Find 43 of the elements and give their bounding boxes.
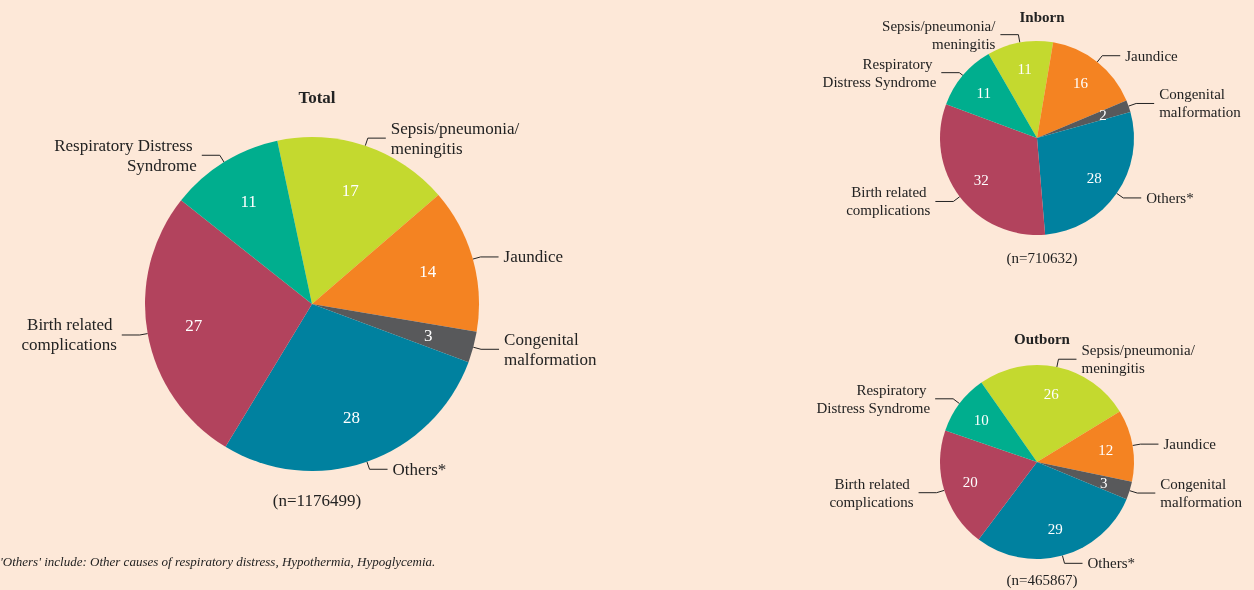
slice-label: Others* — [1146, 189, 1194, 206]
data-label: 17 — [341, 180, 360, 200]
data-label: 3 — [423, 325, 433, 345]
chart-title: Total — [298, 88, 336, 107]
data-label: 11 — [240, 192, 257, 212]
slice-label: Birth related complications — [21, 315, 117, 355]
slice-label: Respiratory Distress Syndrome — [816, 381, 931, 416]
data-label: 20 — [962, 474, 978, 491]
data-label: 14 — [419, 262, 437, 282]
data-label: 11 — [1017, 61, 1032, 78]
chart-title: Outborn — [1014, 330, 1071, 347]
slice-label: Congenital malformation — [1159, 86, 1242, 121]
data-label: 3 — [1099, 474, 1108, 491]
slice-label: Congenital malformation — [1160, 476, 1243, 511]
slice-label: Respiratory Distress Syndrome — [822, 55, 937, 90]
data-label: 28 — [343, 408, 361, 428]
data-label: 29 — [1047, 521, 1063, 538]
data-label: 12 — [1098, 442, 1114, 459]
chart-title: Inborn — [1019, 8, 1066, 25]
slice-label: Birth related complications — [829, 475, 914, 510]
slice-label: Jaundice — [1125, 47, 1179, 64]
data-label: 32 — [973, 172, 989, 189]
text: 'Others' include: Other causes of respiratory distress, Hypothermia, Hypoglycemia. — [0, 554, 436, 569]
data-label: 2 — [1099, 107, 1107, 124]
data-label: 27 — [185, 315, 203, 335]
slice-label: Sepsis/pneumonia/meningitis — [882, 17, 997, 52]
data-label: 11 — [976, 84, 991, 101]
data-label: 16 — [1072, 75, 1089, 92]
slice-label: Birth related complications — [846, 184, 931, 219]
data-label: 26 — [1043, 385, 1060, 402]
slice-label: Jaundice — [503, 247, 564, 267]
data-label: 28 — [1086, 169, 1102, 186]
slice-label: Others* — [392, 459, 447, 479]
slice-label: Jaundice — [1163, 436, 1217, 453]
text: (n=1176499) — [272, 491, 362, 510]
text: (n=710632) — [1006, 249, 1078, 267]
slice-label: Sepsis/pneumonia/meningitis — [1081, 342, 1196, 377]
slice-label: Congenital malformation — [504, 329, 598, 369]
slice-label: Respiratory Distress Syndrome — [54, 135, 197, 175]
text: (n=465867) — [1006, 571, 1078, 589]
data-label: 10 — [973, 411, 989, 428]
slice-label: Sepsis/pneumonia/meningitis — [390, 118, 520, 158]
slice-label: Others* — [1087, 555, 1136, 572]
